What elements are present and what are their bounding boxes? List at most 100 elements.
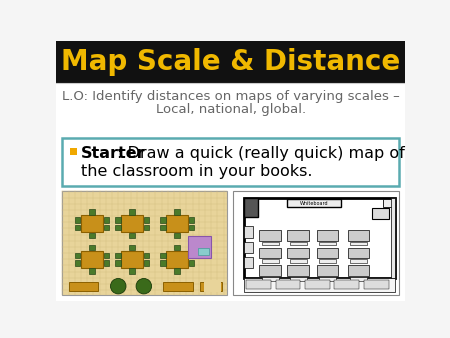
Bar (115, 253, 121, 258)
Bar (144, 217, 149, 223)
Bar (175, 268, 180, 274)
Bar (244, 198, 395, 279)
Bar (348, 230, 369, 241)
Bar (81, 215, 103, 232)
Bar (160, 260, 166, 266)
Bar (130, 245, 135, 250)
Bar (259, 248, 281, 259)
Bar (289, 259, 306, 263)
Bar (317, 248, 338, 259)
Bar (289, 242, 306, 245)
Text: the classroom in your books.: the classroom in your books. (81, 164, 313, 179)
Bar (130, 209, 135, 215)
Bar (189, 253, 194, 258)
Bar (350, 242, 367, 245)
Bar (69, 282, 98, 291)
Bar (317, 230, 338, 241)
Bar (261, 277, 279, 281)
Text: Starter: Starter (81, 146, 146, 161)
Bar (319, 242, 336, 245)
Bar (130, 233, 135, 238)
Bar (364, 280, 389, 289)
Text: Map Scale & Distance: Map Scale & Distance (61, 48, 400, 76)
Bar (115, 217, 121, 223)
Bar (203, 280, 220, 292)
Bar (233, 192, 399, 295)
Bar (244, 257, 253, 268)
Bar (70, 148, 77, 155)
Bar (246, 280, 271, 289)
Bar (89, 209, 94, 215)
Bar (287, 199, 342, 207)
Bar (319, 277, 336, 281)
Bar (163, 282, 193, 291)
Bar (144, 225, 149, 231)
Bar (334, 280, 359, 289)
Text: L.O: Identify distances on maps of varying scales –: L.O: Identify distances on maps of varyi… (62, 90, 400, 103)
Text: Whiteboard: Whiteboard (300, 200, 328, 206)
Bar (261, 242, 279, 245)
Bar (166, 251, 188, 268)
Bar (75, 253, 80, 258)
Bar (198, 248, 209, 256)
Bar (122, 215, 143, 232)
Bar (348, 265, 369, 276)
Bar (189, 260, 194, 266)
Bar (115, 225, 121, 231)
Bar (287, 230, 309, 241)
Bar (383, 199, 392, 207)
Bar (75, 217, 80, 223)
Bar (350, 259, 367, 263)
Bar (175, 245, 180, 250)
Bar (348, 248, 369, 259)
Bar (122, 251, 143, 268)
Bar (244, 226, 253, 238)
Bar (160, 225, 166, 231)
Bar (259, 230, 281, 241)
Bar (75, 260, 80, 266)
Bar (261, 259, 279, 263)
Bar (350, 277, 367, 281)
Bar (144, 260, 149, 266)
Bar (305, 280, 330, 289)
Bar (275, 280, 301, 289)
Bar (188, 236, 211, 258)
Bar (89, 268, 94, 274)
Bar (287, 248, 309, 259)
Bar (200, 282, 222, 291)
Bar (56, 41, 405, 83)
Bar (104, 253, 109, 258)
Bar (144, 253, 149, 258)
FancyBboxPatch shape (63, 138, 399, 186)
Bar (175, 209, 180, 215)
Bar (56, 83, 405, 301)
Circle shape (136, 279, 152, 294)
Bar (175, 233, 180, 238)
Bar (287, 265, 309, 276)
Bar (160, 253, 166, 258)
Bar (319, 259, 336, 263)
Circle shape (111, 279, 126, 294)
Bar (75, 225, 80, 231)
Bar (244, 279, 395, 292)
Bar (189, 225, 194, 231)
Bar (372, 209, 389, 219)
Bar (160, 217, 166, 223)
Bar (289, 277, 306, 281)
Bar (115, 260, 121, 266)
Bar (259, 265, 281, 276)
Bar (166, 215, 188, 232)
Bar (104, 260, 109, 266)
Bar (89, 245, 94, 250)
Bar (104, 217, 109, 223)
Bar (104, 225, 109, 231)
Bar (63, 192, 227, 295)
Bar (130, 268, 135, 274)
Bar (317, 265, 338, 276)
Bar (189, 217, 194, 223)
Text: Local, national, global.: Local, national, global. (156, 103, 306, 116)
Text: : Draw a quick (really quick) map of: : Draw a quick (really quick) map of (117, 146, 405, 161)
Bar (81, 251, 103, 268)
Bar (244, 242, 253, 253)
Bar (391, 198, 395, 279)
